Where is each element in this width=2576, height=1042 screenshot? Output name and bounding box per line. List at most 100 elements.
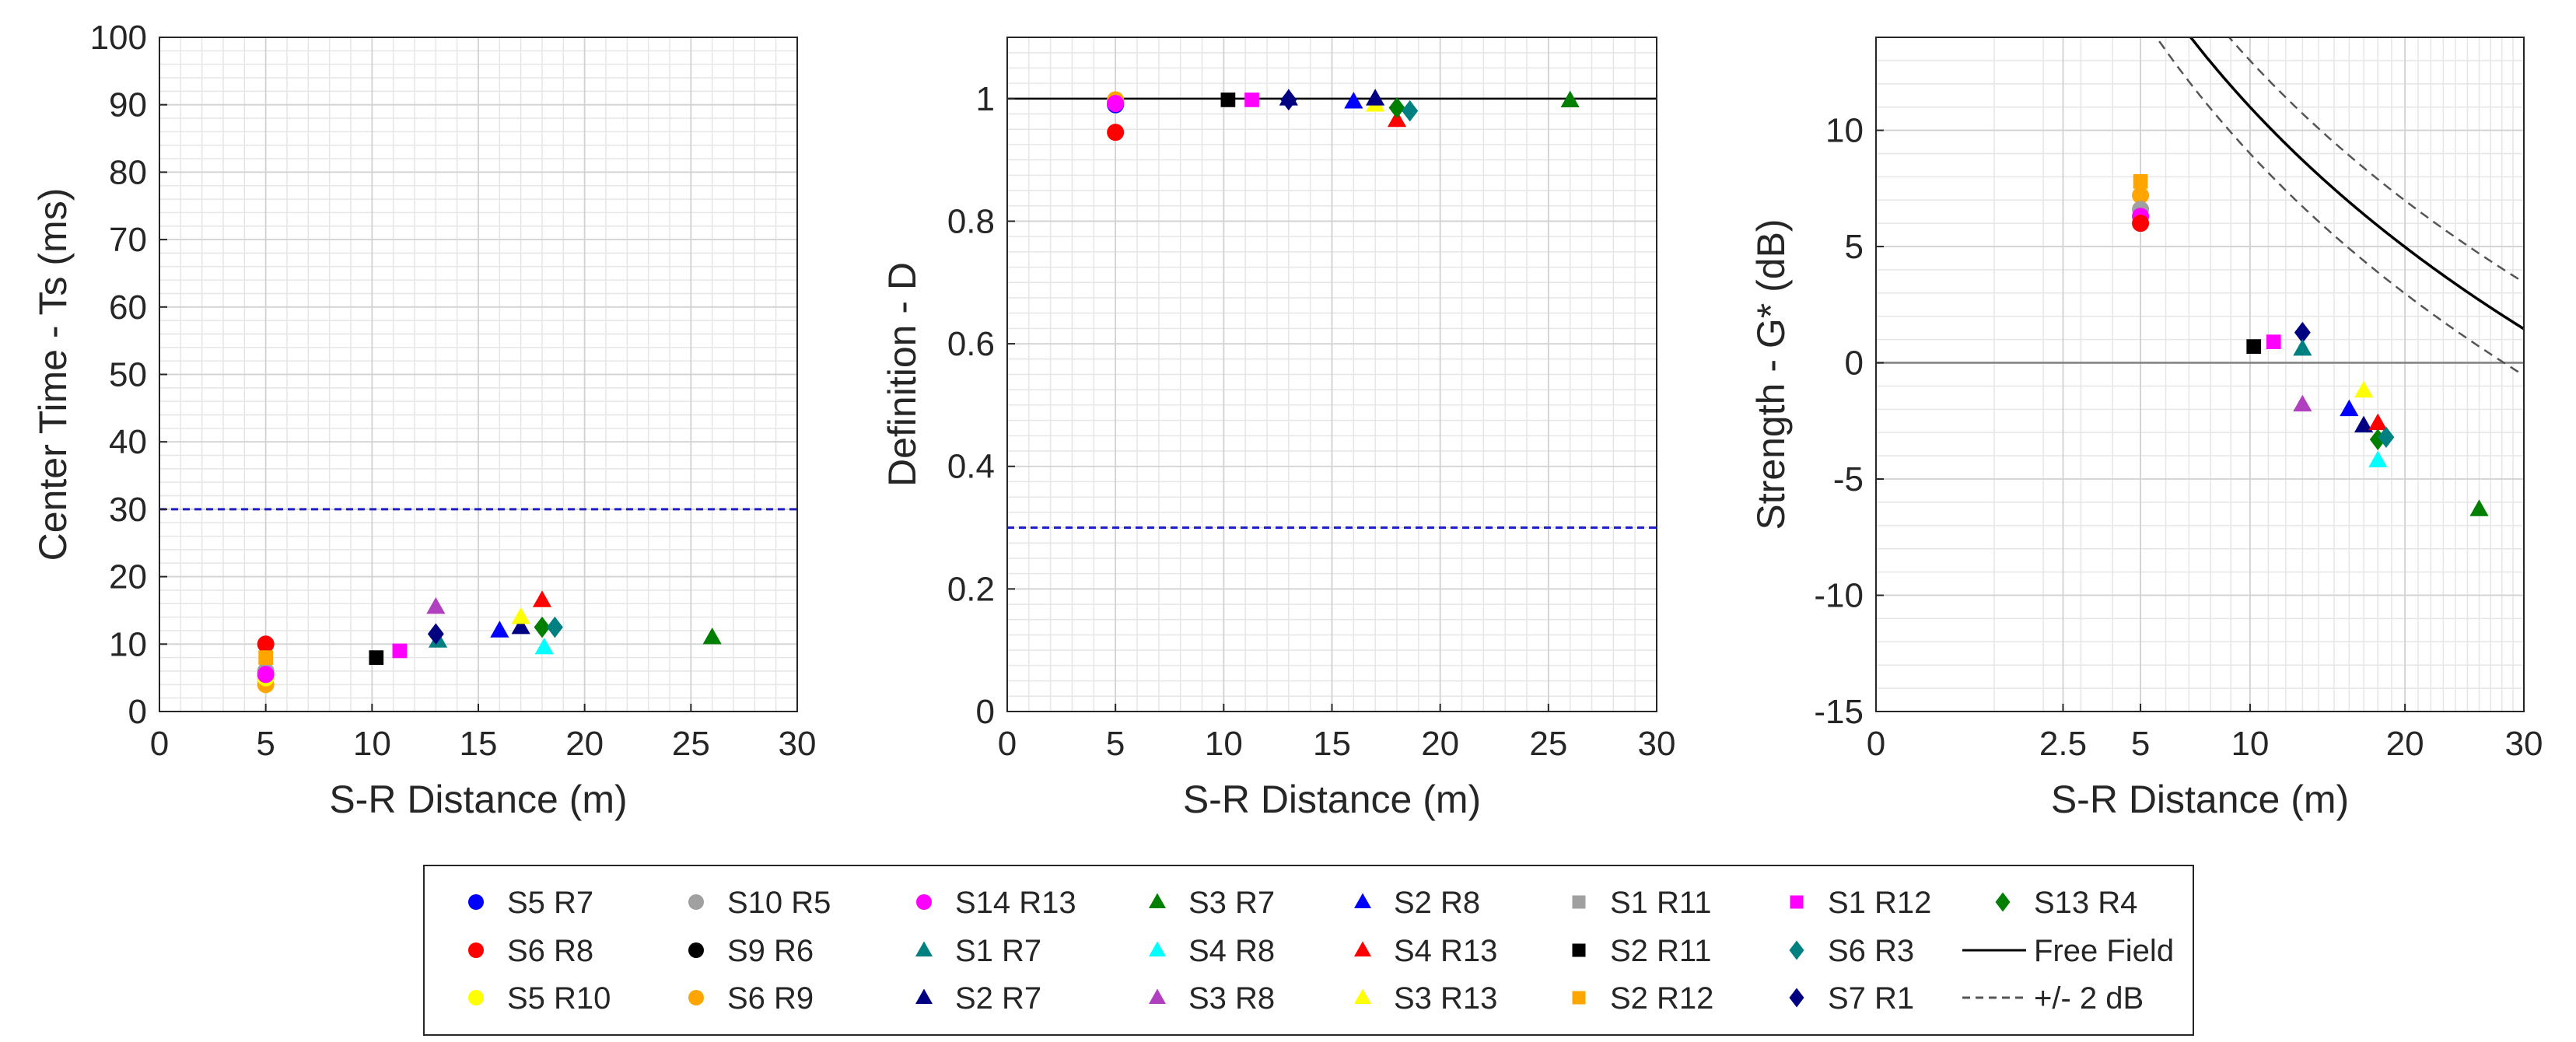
legend-marker bbox=[1354, 893, 1371, 908]
legend-marker bbox=[468, 942, 484, 958]
y-tick-label: 5 bbox=[1845, 228, 1864, 266]
legend-label: S6 R3 bbox=[1828, 934, 1914, 968]
data-point bbox=[2266, 334, 2281, 349]
x-tick-label: 25 bbox=[672, 725, 710, 763]
data-point bbox=[1107, 95, 1125, 113]
data-point bbox=[1220, 93, 1236, 107]
data-point bbox=[2133, 174, 2148, 189]
grid bbox=[1876, 37, 2525, 712]
y-tick-label: 80 bbox=[109, 153, 147, 191]
data-point bbox=[1344, 92, 1363, 109]
data-point bbox=[1366, 89, 1385, 106]
data-point bbox=[2293, 394, 2312, 412]
data-point bbox=[702, 627, 722, 645]
legend: S5 R7 S10 R5 S14 R13 S3 R7 S2 R8 S1 R11 S1 R12… bbox=[423, 865, 2194, 1036]
x-tick-label: 30 bbox=[779, 725, 817, 763]
data-point bbox=[1244, 93, 1259, 107]
data-point bbox=[511, 607, 530, 624]
y-tick-label: 20 bbox=[109, 558, 147, 596]
legend-marker bbox=[1572, 991, 1586, 1005]
x-tick-label: 15 bbox=[1313, 725, 1351, 763]
legend-label: S2 R8 bbox=[1394, 886, 1480, 920]
y-tick-label: 60 bbox=[109, 288, 147, 327]
data-point bbox=[2354, 380, 2374, 398]
data-point bbox=[2132, 187, 2150, 205]
legend-label: S6 R8 bbox=[507, 934, 593, 968]
axes-box bbox=[1875, 37, 2525, 712]
y-tick-label: 40 bbox=[109, 423, 147, 461]
legend-marker bbox=[915, 988, 933, 1004]
y-tick-label: -5 bbox=[1833, 460, 1864, 498]
data-points bbox=[257, 590, 722, 694]
legend-label: S6 R9 bbox=[727, 981, 814, 1016]
data-point bbox=[2294, 321, 2311, 344]
x-tick-label: 10 bbox=[1205, 725, 1243, 763]
x-axis-label: S-R Distance (m) bbox=[1183, 778, 1481, 821]
legend-label: S3 R7 bbox=[1188, 886, 1275, 920]
y-tick-label: 0 bbox=[128, 693, 147, 731]
y-tick-label: 1 bbox=[976, 80, 995, 118]
data-point bbox=[427, 623, 444, 645]
y-tick-label: -15 bbox=[1814, 693, 1864, 731]
legend-marker bbox=[1354, 941, 1371, 956]
legend-label: S2 R7 bbox=[955, 981, 1041, 1016]
data-point bbox=[490, 621, 509, 638]
y-tick-label: 0 bbox=[976, 693, 995, 731]
legend-label: S1 R11 bbox=[1610, 886, 1711, 920]
x-tick-label: 2.5 bbox=[2039, 725, 2087, 763]
legend-label: S3 R8 bbox=[1188, 981, 1275, 1016]
x-tick-label: 20 bbox=[2386, 725, 2424, 763]
x-tick-label: 10 bbox=[353, 725, 391, 763]
data-points bbox=[2132, 174, 2489, 516]
legend-label: S5 R10 bbox=[507, 981, 611, 1016]
y-axis-label: Strength - G* (dB) bbox=[1749, 219, 1793, 530]
y-axis-label: Center Time - Ts (ms) bbox=[31, 188, 75, 561]
data-point bbox=[2246, 339, 2262, 354]
data-point bbox=[1107, 124, 1125, 142]
y-tick-label: 90 bbox=[109, 86, 147, 124]
x-tick-label: 30 bbox=[2505, 725, 2543, 763]
y-tick-label: 10 bbox=[109, 625, 147, 663]
x-tick-label: 20 bbox=[565, 725, 604, 763]
legend-label: S14 R13 bbox=[955, 886, 1076, 920]
y-tick-label: 0.2 bbox=[947, 570, 995, 608]
legend-marker bbox=[1572, 895, 1586, 909]
data-point bbox=[2368, 450, 2388, 467]
legend-label: +/- 2 dB bbox=[2034, 981, 2144, 1016]
legend-label: S7 R1 bbox=[1828, 981, 1914, 1016]
data-point bbox=[2132, 215, 2150, 233]
legend-label: S4 R13 bbox=[1394, 934, 1497, 968]
x-tick-label: 5 bbox=[1106, 725, 1125, 763]
y-tick-label: 10 bbox=[1825, 112, 1864, 150]
data-point bbox=[258, 650, 274, 665]
legend-marker bbox=[1149, 941, 1166, 956]
y-tick-label: 0 bbox=[1845, 344, 1864, 383]
legend-marker bbox=[468, 894, 484, 910]
x-tick-label: 20 bbox=[1421, 725, 1459, 763]
y-tick-label: 0.8 bbox=[947, 202, 995, 240]
legend-label: S2 R11 bbox=[1610, 934, 1711, 968]
legend-label: S10 R5 bbox=[727, 886, 831, 920]
data-point bbox=[257, 635, 275, 653]
x-tick-label: 0 bbox=[150, 725, 169, 763]
tolerance-curve bbox=[2228, 37, 2524, 284]
legend-marker bbox=[688, 942, 704, 958]
y-tick-label: 50 bbox=[109, 356, 147, 394]
x-tick-label: 25 bbox=[1529, 725, 1567, 763]
legend-marker bbox=[1572, 943, 1586, 957]
curves bbox=[2155, 37, 2524, 376]
data-point bbox=[1560, 90, 1580, 107]
data-point bbox=[534, 616, 551, 638]
y-tick-label: 30 bbox=[109, 491, 147, 529]
y-tick-label: -10 bbox=[1814, 577, 1864, 615]
legend-marker bbox=[1149, 988, 1166, 1004]
data-point bbox=[534, 637, 554, 655]
legend-marker bbox=[1995, 892, 2011, 912]
legend-marker bbox=[468, 990, 484, 1005]
free-field-curve bbox=[2189, 37, 2524, 330]
y-tick-label: 0.4 bbox=[947, 448, 995, 486]
data-point bbox=[1402, 100, 1419, 122]
data-point bbox=[2378, 426, 2395, 448]
data-point bbox=[546, 616, 563, 638]
